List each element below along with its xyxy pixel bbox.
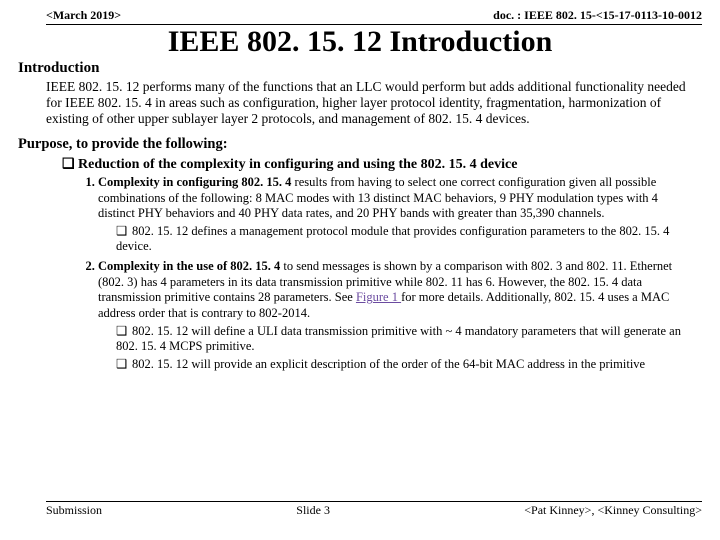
square-bullet-icon: ❑ (62, 155, 78, 172)
footer: Submission Slide 3 <Pat Kinney>, <Kinney… (46, 501, 702, 518)
header-date: <March 2019> (46, 8, 121, 23)
header-docref: doc. : IEEE 802. 15-<15-17-0113-10-0012 (493, 8, 702, 23)
item2-sub2-text: 802. 15. 12 will provide an explicit des… (132, 357, 645, 371)
purpose-heading: Purpose, to provide the following: (18, 136, 702, 153)
page-title: IEEE 802. 15. 12 Introduction (18, 25, 702, 60)
square-bullet-icon: ❑ (116, 324, 132, 340)
item2-lead: Complexity in the use of 802. 15. 4 (98, 259, 280, 273)
intro-paragraph: IEEE 802. 15. 12 performs many of the fu… (46, 79, 702, 128)
footer-center: Slide 3 (296, 503, 330, 518)
square-bullet-icon: ❑ (116, 224, 132, 240)
item2-sub-bullet-2: ❑802. 15. 12 will provide an explicit de… (116, 357, 694, 373)
list-item: Complexity in configuring 802. 15. 4 res… (98, 175, 694, 255)
reduction-bullet: ❑Reduction of the complexity in configur… (62, 155, 702, 173)
item2-sub-bullet-1: ❑802. 15. 12 will define a ULI data tran… (116, 324, 694, 355)
numbered-list: Complexity in configuring 802. 15. 4 res… (78, 175, 702, 373)
reduction-bullet-text: Reduction of the complexity in configuri… (78, 157, 517, 172)
item1-lead: Complexity in configuring 802. 15. 4 (98, 175, 291, 189)
item1-sub-text: 802. 15. 12 defines a management protoco… (116, 224, 669, 254)
list-item: Complexity in the use of 802. 15. 4 to s… (98, 259, 694, 372)
footer-left: Submission (46, 503, 102, 518)
header-row: <March 2019> doc. : IEEE 802. 15-<15-17-… (46, 8, 702, 25)
item1-sub-bullet: ❑802. 15. 12 defines a management protoc… (116, 224, 694, 255)
figure-1-link[interactable]: Figure 1 (356, 290, 401, 304)
square-bullet-icon: ❑ (116, 357, 132, 373)
item2-sub1-text: 802. 15. 12 will define a ULI data trans… (116, 324, 681, 354)
section-heading-introduction: Introduction (18, 60, 702, 77)
footer-right: <Pat Kinney>, <Kinney Consulting> (524, 503, 702, 518)
